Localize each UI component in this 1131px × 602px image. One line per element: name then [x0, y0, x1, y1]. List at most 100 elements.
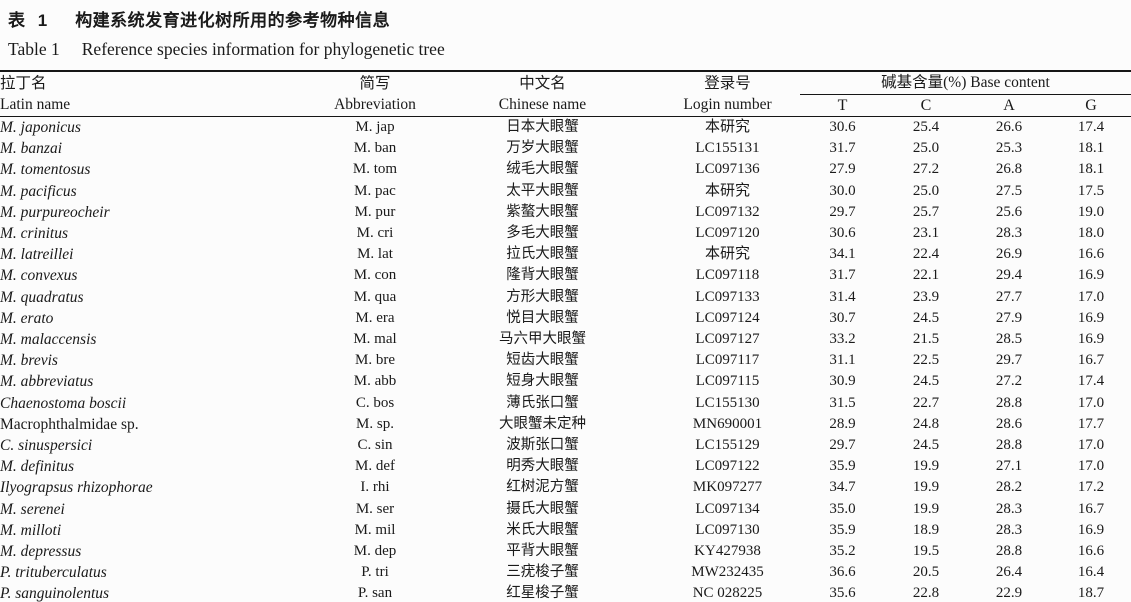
abbreviation-cell: P. tri: [361, 564, 389, 581]
base-t-cell: 35.9: [829, 521, 856, 538]
base-c-cell: 19.9: [912, 479, 940, 496]
latin-name-cell: M. definitus: [0, 458, 75, 476]
base-g-cell: 18.1: [1077, 161, 1105, 178]
base-g-cell: 18.7: [1077, 585, 1105, 602]
table-row: M. depressus M. dep 平背大眼蟹 KY427938 35.2 19.5 2…: [0, 541, 1131, 562]
abbreviation-cell: M. tom: [352, 161, 398, 178]
login-number-cell: 本研究: [704, 119, 750, 135]
chinese-name-cell: 绒毛大眼蟹: [506, 161, 579, 178]
abbreviation-cell: M. lat: [357, 246, 393, 263]
latin-name-cell: M. depressus: [0, 543, 82, 561]
base-g-cell: 16.4: [1077, 564, 1105, 581]
base-a-cell: 28.3: [995, 500, 1023, 517]
base-c-cell: 21.5: [912, 331, 940, 348]
base-c-cell: 25.0: [912, 140, 940, 157]
base-c-cell: 19.9: [912, 500, 940, 517]
column-header-abbreviation: 简写 Abbreviation: [320, 71, 430, 117]
abbreviation-cell: M. sp.: [356, 415, 394, 432]
chinese-name-cell: 隆背大眼蟹: [506, 267, 579, 284]
table-header: 拉丁名 Latin name 简写 Abbreviation 中文名 Chine…: [0, 71, 1131, 117]
chinese-name-cell: 万岁大眼蟹: [506, 140, 579, 157]
table-row: Ilyograpsus rhizophorae I. rhi 红树泥方蟹 MK0972…: [0, 477, 1131, 498]
login-number-cell: MW232435: [691, 564, 764, 581]
abbreviation-cell: I. rhi: [360, 479, 390, 496]
login-number-cell: LC097133: [695, 288, 760, 305]
column-header-base-g: G: [1051, 94, 1131, 117]
abbreviation-cell: M. cri: [356, 225, 394, 242]
login-number-cell: MK097277: [692, 479, 763, 496]
base-t-cell: 31.5: [829, 394, 856, 411]
table-row: M. erato M. era 悦目大眼蟹 LC097124 30.7 24.5 27.9 1…: [0, 308, 1131, 329]
table-row: M. tomentosus M. tom 绒毛大眼蟹 LC097136 27.9 27.2…: [0, 159, 1131, 180]
latin-name-cell: M. pacificus: [0, 182, 77, 200]
base-c-cell: 22.4: [912, 246, 940, 263]
chinese-name-cell: 红树泥方蟹: [506, 479, 579, 496]
latin-name-cell: M. banzai: [0, 140, 62, 158]
abbreviation-cell: M. abb: [353, 373, 397, 390]
table-row: M. convexus M. con 隆背大眼蟹 LC097118 31.7 22.1 29…: [0, 265, 1131, 286]
base-t-cell: 31.7: [829, 267, 856, 284]
latin-name-cell: Ilyograpsus rhizophorae: [0, 479, 153, 497]
base-g-cell: 19.0: [1077, 203, 1105, 220]
login-number-cell: LC097122: [695, 458, 760, 475]
base-a-cell: 27.7: [995, 288, 1023, 305]
table-title-en-text: Reference species information for phylog…: [81, 39, 445, 59]
base-t-cell: 35.2: [829, 543, 856, 560]
login-number-cell: LC097118: [695, 267, 760, 284]
latin-name-cell: P. sanguinolentus: [0, 585, 110, 602]
base-t-cell: 29.7: [829, 437, 856, 454]
base-c-cell: 22.5: [912, 352, 940, 369]
login-number-cell: NC 028225: [692, 585, 763, 602]
base-t-cell: 33.2: [829, 331, 856, 348]
base-c-cell: 19.9: [912, 458, 940, 475]
chinese-name-cell: 短齿大眼蟹: [506, 352, 579, 369]
base-c-cell: 22.7: [912, 394, 940, 411]
base-c-cell: 24.5: [912, 309, 940, 326]
base-g-cell: 16.6: [1077, 543, 1105, 560]
table-number-en: Table 1: [8, 39, 60, 59]
base-a-cell: 27.2: [995, 373, 1023, 390]
base-c-cell: 23.9: [912, 288, 940, 305]
login-number-cell: LC097115: [695, 373, 760, 390]
table-row: M. japonicus M. jap 日本大眼蟹 本研究 30.6 25.4 26.6 17…: [0, 117, 1131, 139]
base-g-cell: 18.1: [1077, 140, 1105, 157]
base-g-cell: 16.6: [1077, 246, 1105, 263]
base-t-cell: 35.0: [829, 500, 856, 517]
base-a-cell: 28.3: [995, 225, 1023, 242]
base-t-cell: 34.7: [829, 479, 856, 496]
chinese-name-cell: 平背大眼蟹: [506, 543, 579, 560]
base-g-cell: 17.4: [1077, 373, 1105, 390]
table-caption: 表 1 构建系统发育进化树所用的参考物种信息 Table 1 Reference s…: [0, 0, 1131, 70]
latin-name-cell: M. brevis: [0, 352, 58, 370]
base-g-cell: 16.9: [1077, 521, 1105, 538]
table-row: M. banzai M. ban 万岁大眼蟹 LC155131 31.7 25.0 25.3…: [0, 138, 1131, 159]
login-number-cell: 本研究: [704, 182, 750, 199]
base-g-cell: 16.7: [1077, 352, 1105, 369]
table-row: C. sinuspersici C. sin 波斯张口蟹 LC155129 29.7 24…: [0, 435, 1131, 456]
base-t-cell: 28.9: [829, 415, 856, 432]
base-c-cell: 18.9: [912, 521, 940, 538]
column-group-base-content: 碱基含量(%) Base content: [800, 71, 1131, 95]
base-t-cell: 31.1: [829, 352, 856, 369]
latin-name-cell: P. trituberculatus: [0, 564, 107, 582]
chinese-name-cell: 三疣梭子蟹: [506, 564, 579, 581]
latin-name-cell: M. serenei: [0, 500, 65, 518]
abbreviation-cell: M. mal: [353, 331, 397, 348]
chinese-name-cell: 多毛大眼蟹: [506, 225, 579, 242]
base-t-cell: 30.7: [829, 309, 856, 326]
table-row: M. brevis M. bre 短齿大眼蟹 LC097117 31.1 22.5 29.7…: [0, 350, 1131, 371]
column-header-login-number: 登录号 Login number: [655, 71, 800, 117]
table-title-zh: 表 1 构建系统发育进化树所用的参考物种信息: [8, 7, 1131, 34]
base-g-cell: 17.0: [1077, 394, 1105, 411]
latin-name-cell: M. purpureocheir: [0, 203, 110, 221]
chinese-name-cell: 紫螯大眼蟹: [506, 203, 579, 220]
reference-species-table: 拉丁名 Latin name 简写 Abbreviation 中文名 Chine…: [0, 70, 1131, 602]
login-number-cell: LC155129: [695, 437, 760, 454]
base-a-cell: 28.2: [995, 479, 1023, 496]
abbreviation-cell: M. ban: [353, 140, 397, 157]
table-title-en: Table 1 Reference species information for…: [8, 34, 1131, 64]
login-number-cell: LC097117: [695, 352, 760, 369]
chinese-name-cell: 薄氏张口蟹: [506, 394, 579, 411]
login-number-cell: LC097134: [695, 500, 760, 517]
